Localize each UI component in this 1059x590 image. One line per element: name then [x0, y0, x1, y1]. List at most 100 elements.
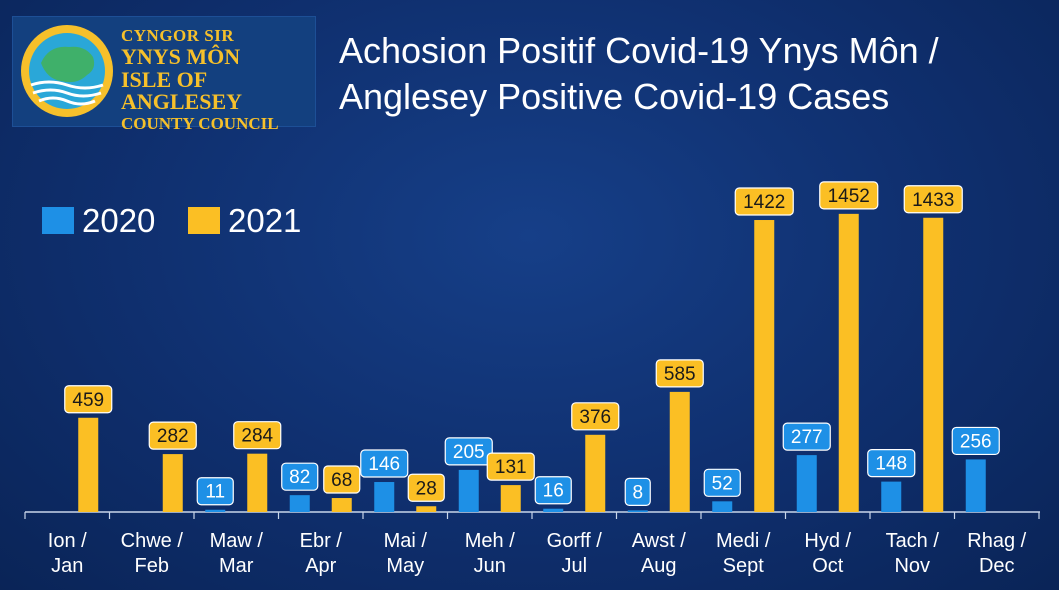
data-label-box [196, 477, 234, 506]
data-label: 585 [664, 364, 696, 385]
data-label: 277 [791, 427, 823, 448]
bar-2020 [965, 459, 986, 512]
x-tick-label: Aug [641, 555, 677, 577]
bar-2021 [416, 506, 437, 512]
x-tick-label: Jul [561, 555, 587, 577]
bar-2021 [78, 417, 99, 512]
data-label-box [951, 426, 1000, 456]
logo-line-2: YNYS MÔN [121, 44, 241, 69]
bar-2021 [247, 453, 268, 512]
bar-2021 [585, 434, 606, 512]
x-tick-label: Awst / [632, 530, 687, 552]
x-tick-label: Chwe / [121, 530, 184, 552]
data-label: 82 [289, 467, 310, 488]
data-label-box [819, 181, 879, 210]
council-logo: CYNGOR SIR YNYS MÔN ISLE OF ANGLESEY COU… [12, 16, 316, 132]
data-label: 68 [331, 470, 352, 491]
data-label: 376 [579, 407, 611, 428]
data-label: 284 [241, 426, 273, 447]
x-tick-label: May [386, 555, 424, 577]
data-label: 16 [543, 481, 564, 502]
x-tick-label: Jun [474, 555, 506, 577]
bar-2021 [754, 220, 775, 513]
bar-2021 [923, 217, 944, 513]
data-label: 205 [453, 442, 485, 463]
data-label-box [486, 452, 535, 481]
data-label-box [148, 421, 197, 450]
bar-2020 [205, 509, 226, 512]
data-label-box [233, 421, 282, 450]
data-label: 11 [205, 482, 225, 503]
chart-title: Achosion Positif Covid-19 Ynys Môn / Ang… [339, 30, 939, 117]
legend-label-2021: 2021 [228, 202, 302, 239]
legend-swatch-2021 [188, 207, 220, 234]
legend-swatch-2020 [42, 207, 74, 234]
data-label-box [867, 449, 916, 478]
x-tick-label: Rhag / [967, 530, 1026, 552]
data-label: 1433 [912, 190, 954, 211]
data-label-box [534, 476, 572, 505]
x-tick-label: Maw / [210, 530, 264, 552]
x-tick-label: Oct [812, 555, 844, 577]
data-label: 282 [157, 426, 189, 447]
data-label-box [703, 468, 741, 497]
data-label-box [782, 422, 831, 451]
data-label-box [903, 185, 963, 214]
data-label-box [624, 477, 651, 506]
bar-2020 [374, 482, 395, 512]
data-label: 146 [368, 454, 400, 475]
data-label-box [64, 385, 113, 414]
data-label: 8 [632, 482, 643, 503]
logo-line-3: ISLE OF ANGLESEY [121, 67, 243, 114]
council-name: CYNGOR SIR YNYS MÔN ISLE OF ANGLESEY COU… [121, 27, 313, 132]
anglesey-island-icon [21, 25, 113, 117]
x-tick-label: Sept [723, 555, 765, 577]
logo-line-4: COUNTY COUNCIL [121, 114, 279, 133]
x-tick-label: Apr [305, 555, 336, 577]
data-label: 52 [712, 473, 733, 494]
x-tick-label: Dec [979, 555, 1015, 577]
data-label-box [360, 449, 409, 478]
x-tick-label: Feb [135, 555, 169, 577]
bar-2021 [331, 498, 352, 512]
bar-2020 [627, 510, 648, 512]
bar-2020 [881, 481, 902, 512]
data-label-box [734, 187, 794, 216]
x-tick-label: Mai / [384, 530, 428, 552]
data-label: 28 [416, 478, 437, 499]
bar-2021 [669, 391, 690, 512]
data-label-box [655, 359, 704, 388]
bar-2020 [796, 455, 817, 512]
x-tick-label: Nov [894, 555, 930, 577]
x-tick-label: Gorff / [547, 530, 603, 552]
bar-2021 [838, 213, 859, 512]
x-tick-label: Jan [51, 555, 83, 577]
x-tick-label: Medi / [716, 530, 771, 552]
data-label: 1422 [743, 192, 785, 213]
legend-label-2020: 2020 [82, 202, 156, 239]
x-tick-label: Tach / [886, 530, 940, 552]
bar-2021 [500, 485, 521, 512]
data-label: 131 [495, 457, 527, 478]
bar-2020 [712, 501, 733, 512]
bar-2020 [289, 495, 310, 512]
data-label: 148 [875, 454, 907, 475]
bar-2020 [543, 508, 564, 512]
data-label-box [281, 462, 319, 491]
data-label-box [323, 465, 361, 494]
x-tick-label: Ion / [48, 530, 87, 552]
x-tick-label: Meh / [465, 530, 515, 552]
x-tick-label: Hyd / [804, 530, 851, 552]
data-label-box [444, 437, 493, 466]
data-label: 256 [960, 431, 992, 452]
data-label-box [407, 473, 445, 502]
data-label: 1452 [828, 186, 870, 207]
data-label: 459 [72, 390, 104, 411]
logo-line-1: CYNGOR SIR [121, 26, 235, 45]
data-label-box [571, 402, 620, 431]
bar-2021 [162, 454, 183, 512]
x-tick-label: Mar [219, 555, 254, 577]
bar-2020 [458, 469, 479, 512]
x-tick-label: Ebr / [300, 530, 343, 552]
